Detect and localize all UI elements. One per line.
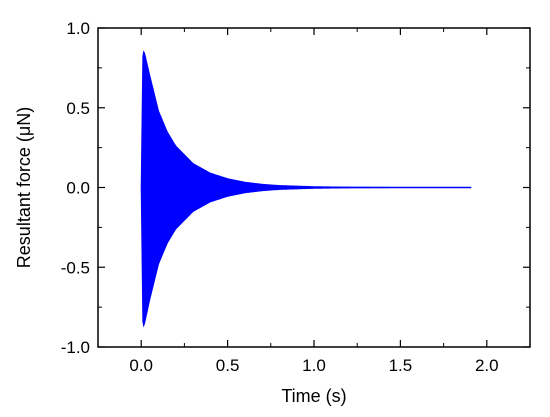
y-tick-label: -1.0 [61,338,90,357]
y-tick-label: -0.5 [61,258,90,277]
x-tick-label: 1.5 [389,356,413,375]
x-tick-label: 0.5 [216,356,240,375]
plot-area [140,50,472,328]
x-tick-label: 2.0 [475,356,499,375]
y-tick-label: 1.0 [66,19,90,38]
series-envelope [140,50,472,328]
x-tick-label: 0.0 [129,356,153,375]
y-tick-label: 0.0 [66,179,90,198]
plot-frame [97,27,531,348]
x-tick-label: 1.0 [302,356,326,375]
y-axis-title: Resultant force (μN) [14,107,34,268]
x-axis: 0.0 0.5 1.0 1.5 2.0 [129,28,499,375]
y-axis: -1.0 -0.5 0.0 0.5 1.0 [61,19,530,357]
x-axis-title: Time (s) [281,386,346,406]
y-tick-label: 0.5 [66,99,90,118]
